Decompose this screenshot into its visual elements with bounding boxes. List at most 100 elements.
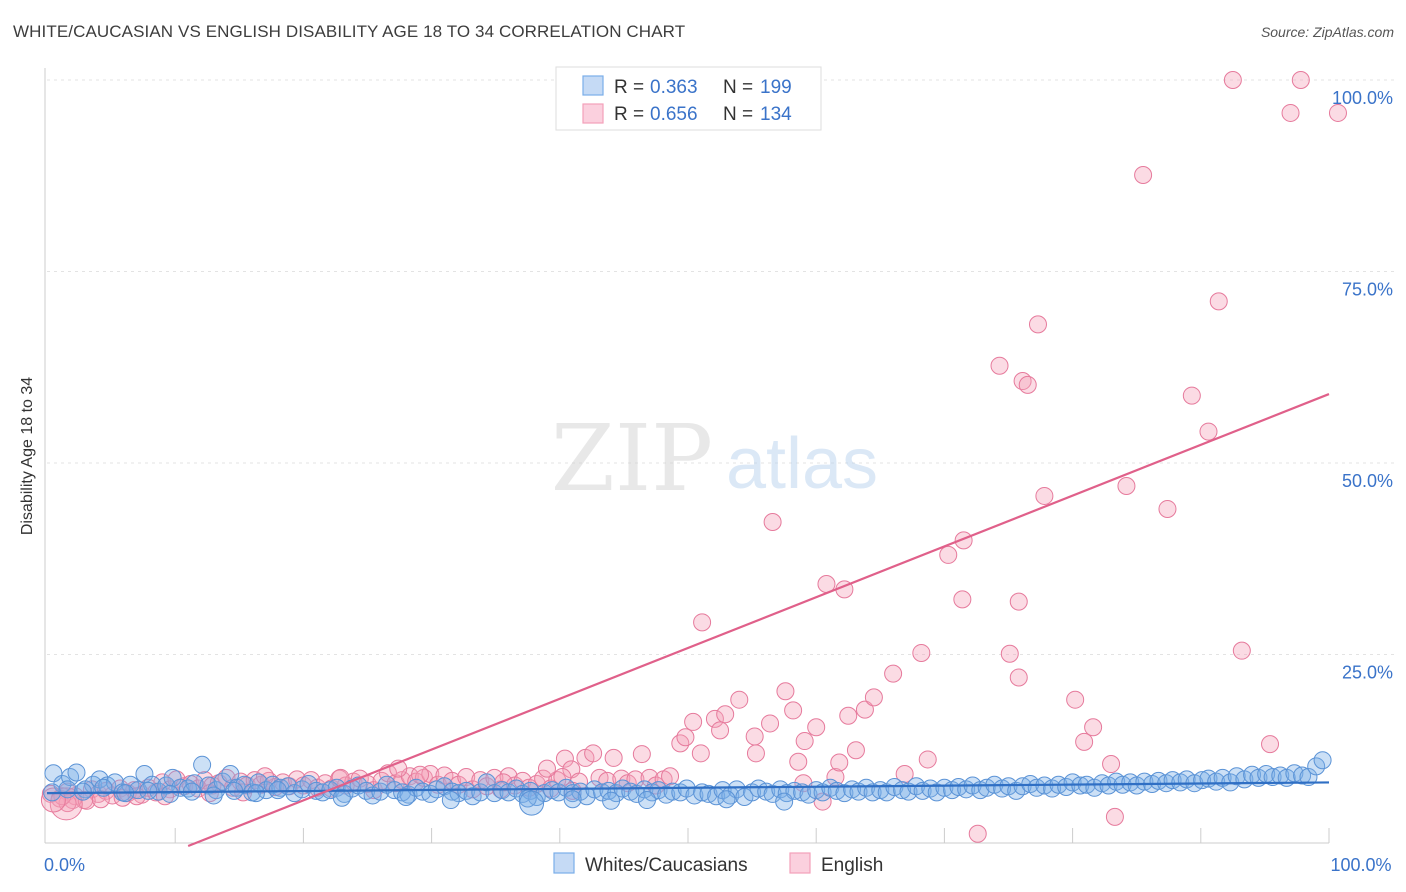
english-point bbox=[1328, 103, 1347, 122]
english-point bbox=[990, 356, 1009, 375]
english-point bbox=[555, 749, 574, 768]
english-point bbox=[968, 824, 987, 843]
english-point bbox=[711, 721, 730, 740]
english-point bbox=[1223, 71, 1242, 89]
y-tick-labels: 25.0% 50.0% 75.0% 100.0% bbox=[1332, 88, 1393, 683]
svg-text:R = 0.363 N =: R = 0.363 N = 199 bbox=[614, 77, 792, 98]
english-point bbox=[1134, 165, 1153, 184]
english-point bbox=[895, 764, 914, 783]
english-point bbox=[1028, 315, 1047, 334]
white-point bbox=[332, 788, 351, 807]
english-point bbox=[776, 682, 795, 701]
stats-legend: R = 0.363 N = 199 R = 0.656 N = 134 bbox=[555, 66, 822, 131]
english-points bbox=[40, 71, 1347, 843]
english-point bbox=[1105, 807, 1124, 826]
white-point bbox=[371, 782, 390, 801]
white-point bbox=[563, 790, 582, 809]
english-point bbox=[661, 767, 680, 786]
x-tick-label: 0.0% bbox=[44, 855, 85, 875]
english-point bbox=[918, 750, 937, 769]
white-point bbox=[857, 778, 876, 797]
english-point bbox=[640, 768, 659, 787]
english-point bbox=[1291, 71, 1310, 89]
english-point bbox=[761, 714, 780, 733]
english-point bbox=[795, 732, 814, 751]
white-point bbox=[637, 791, 656, 810]
white-point bbox=[1263, 768, 1282, 787]
white-point bbox=[1299, 768, 1318, 787]
white-point bbox=[571, 782, 590, 801]
stats-legend-swatch-white bbox=[582, 75, 604, 96]
english-point bbox=[632, 745, 651, 764]
english-point bbox=[49, 787, 83, 821]
white-point bbox=[1293, 766, 1312, 785]
english-point bbox=[1018, 375, 1037, 394]
english-point bbox=[693, 613, 712, 632]
white-point bbox=[193, 755, 212, 774]
english-point bbox=[1158, 499, 1177, 518]
watermark-atlas: atlas bbox=[726, 424, 878, 504]
english-point bbox=[846, 741, 865, 760]
english-point bbox=[1261, 735, 1280, 754]
english-point bbox=[671, 734, 690, 753]
english-point bbox=[612, 769, 631, 788]
svg-text:R = 0.656 N =: R = 0.656 N = 134 bbox=[614, 104, 792, 125]
grid-lines bbox=[47, 79, 1394, 655]
english-point bbox=[716, 705, 735, 724]
english-point bbox=[1000, 644, 1019, 663]
white-point bbox=[519, 790, 545, 816]
x-tick-labels: 0.0% 100.0% bbox=[44, 855, 1392, 875]
stats-n-label-english: N = bbox=[723, 104, 758, 125]
watermark: ZIP atlas bbox=[551, 405, 878, 512]
english-point bbox=[746, 744, 765, 763]
white-point bbox=[135, 764, 154, 783]
english-point bbox=[1009, 592, 1028, 611]
english-point bbox=[912, 643, 931, 662]
x-tick-label: 100.0% bbox=[1330, 855, 1391, 875]
english-point bbox=[1066, 690, 1085, 709]
english-point bbox=[830, 753, 849, 772]
english-point bbox=[1075, 732, 1094, 751]
axes bbox=[44, 68, 1330, 844]
white-point bbox=[299, 774, 318, 793]
white-point bbox=[441, 791, 460, 810]
stats-r-value-english: 0.656 bbox=[650, 104, 698, 125]
english-point bbox=[864, 688, 883, 707]
english-point bbox=[604, 748, 623, 767]
english-point bbox=[676, 728, 695, 747]
white-point bbox=[161, 784, 180, 803]
english-point bbox=[745, 727, 764, 746]
legend-label-white: Whites/Caucasians bbox=[585, 855, 748, 876]
english-point bbox=[421, 764, 440, 783]
white-point bbox=[204, 786, 223, 805]
english-point bbox=[684, 712, 703, 731]
english-trend-line bbox=[187, 393, 1330, 848]
y-tick-label: 25.0% bbox=[1342, 663, 1393, 683]
white-point bbox=[602, 791, 621, 810]
english-point bbox=[705, 709, 724, 728]
white-point bbox=[67, 763, 86, 782]
english-point bbox=[884, 664, 903, 683]
english-point bbox=[953, 590, 972, 609]
english-point bbox=[1009, 668, 1028, 687]
english-point bbox=[1232, 641, 1251, 660]
english-point bbox=[1209, 292, 1228, 311]
white-point bbox=[1057, 778, 1076, 797]
white-point bbox=[58, 780, 77, 799]
english-point bbox=[1182, 386, 1201, 405]
stats-n-value-english: 134 bbox=[760, 104, 792, 125]
white-point bbox=[477, 773, 496, 792]
stats-r-value-white: 0.363 bbox=[650, 77, 698, 98]
legend-swatch-white bbox=[553, 852, 575, 874]
white-point bbox=[163, 768, 182, 787]
english-point bbox=[691, 744, 710, 763]
legend-swatch-english bbox=[789, 852, 811, 874]
white-point bbox=[775, 792, 794, 811]
white-point bbox=[1313, 751, 1332, 770]
english-point bbox=[1117, 476, 1136, 495]
stats-r-label-white: R = bbox=[614, 77, 649, 98]
english-point bbox=[939, 545, 958, 564]
stats-n-label-white: N = bbox=[723, 77, 758, 98]
watermark-zip: ZIP bbox=[551, 405, 713, 512]
